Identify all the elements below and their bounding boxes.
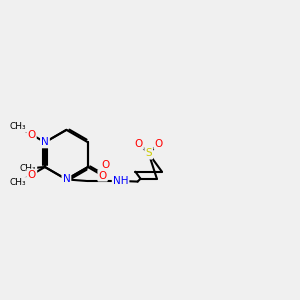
Text: N: N <box>41 137 49 147</box>
Text: S: S <box>146 148 152 158</box>
Text: NH: NH <box>113 176 128 186</box>
Text: N: N <box>62 174 70 184</box>
Text: O: O <box>101 160 109 170</box>
Text: O: O <box>27 130 36 140</box>
Text: O: O <box>98 170 107 181</box>
Text: CH₃: CH₃ <box>20 164 36 173</box>
Text: O: O <box>154 139 163 148</box>
Text: O: O <box>27 170 36 180</box>
Text: CH₃: CH₃ <box>10 178 26 187</box>
Text: CH₃: CH₃ <box>10 122 26 131</box>
Text: O: O <box>135 139 143 148</box>
